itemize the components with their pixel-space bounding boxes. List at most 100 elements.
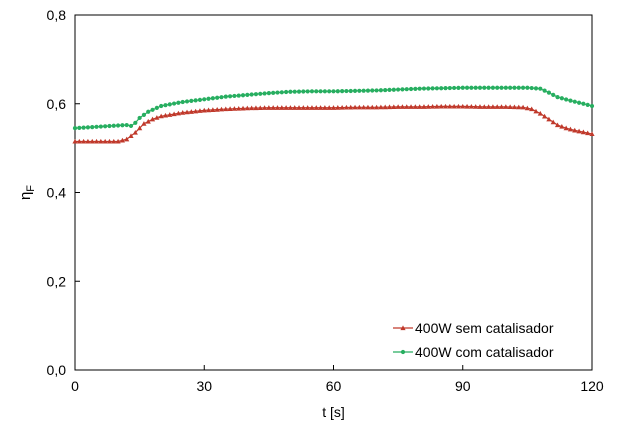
data-point: [261, 105, 268, 110]
data-point: [72, 126, 78, 131]
data-point: [327, 89, 332, 94]
series-sem-catalisador: [72, 103, 595, 144]
data-point: [188, 109, 194, 114]
data-point: [576, 128, 582, 134]
data-point: [330, 105, 337, 110]
data-point: [551, 92, 556, 97]
data-point: [533, 86, 539, 91]
data-point: [356, 104, 362, 110]
data-point: [443, 86, 448, 91]
data-point: [167, 102, 172, 107]
data-point: [400, 87, 405, 92]
data-point: [439, 86, 444, 91]
data-point: [421, 104, 427, 109]
data-point: [137, 125, 143, 131]
data-point: [426, 86, 431, 91]
data-point: [98, 138, 104, 144]
y-tick-label: 0,6: [47, 96, 67, 112]
data-point: [481, 104, 487, 109]
data-point: [218, 106, 225, 112]
data-point: [77, 125, 82, 130]
data-point: [486, 85, 491, 90]
data-point: [335, 105, 341, 110]
data-point: [387, 87, 392, 93]
data-point: [106, 138, 113, 144]
data-point: [585, 102, 590, 107]
data-point: [137, 115, 142, 121]
data-point: [464, 85, 470, 90]
data-point: [296, 89, 302, 94]
data-point: [490, 104, 496, 109]
data-point: [300, 105, 306, 110]
data-point: [244, 105, 250, 111]
data-point: [180, 110, 186, 115]
x-tick-label: 120: [580, 378, 604, 394]
data-point: [559, 96, 564, 101]
data-point: [429, 103, 436, 109]
data-point: [158, 113, 164, 119]
data-point: [270, 105, 276, 110]
data-point: [455, 103, 462, 109]
legend: 400W sem catalisador 400W com catalisador: [393, 320, 554, 360]
data-point: [499, 85, 504, 90]
legend-entry: 400W com catalisador: [393, 344, 554, 360]
data-point: [529, 106, 535, 112]
data-point: [103, 124, 108, 129]
data-point: [322, 105, 328, 110]
data-point: [495, 85, 500, 90]
data-point: [408, 104, 414, 109]
data-point: [370, 88, 375, 93]
data-point: [193, 108, 199, 114]
data-point: [76, 138, 82, 144]
data-point: [205, 107, 212, 113]
data-point: [550, 119, 556, 125]
data-point: [124, 122, 129, 128]
data-point: [128, 123, 134, 129]
data-point: [382, 104, 388, 110]
y-tick-label: 0,0: [47, 362, 67, 378]
data-point: [253, 92, 259, 97]
data-point: [292, 105, 298, 110]
data-point: [361, 104, 367, 110]
data-point: [417, 86, 422, 91]
data-point: [111, 123, 116, 128]
data-point: [585, 130, 591, 136]
data-point: [477, 104, 483, 109]
data-point: [102, 138, 108, 144]
data-point: [124, 136, 130, 142]
data-point: [391, 104, 397, 110]
data-point: [490, 85, 496, 90]
data-point: [271, 90, 276, 95]
data-point: [279, 90, 284, 95]
data-point: [184, 109, 190, 115]
data-point: [452, 85, 457, 91]
data-point: [197, 97, 203, 102]
legend-label: 400W com catalisador: [415, 344, 554, 360]
data-point: [145, 118, 151, 124]
data-point: [468, 103, 474, 109]
data-point: [507, 104, 513, 110]
data-point: [189, 98, 194, 104]
data-point: [408, 86, 414, 92]
data-point: [576, 100, 582, 105]
data-point: [417, 104, 423, 109]
data-point: [460, 103, 466, 109]
data-point: [442, 103, 449, 109]
data-point: [430, 86, 435, 91]
data-point: [498, 104, 505, 109]
data-point: [150, 107, 155, 112]
y-tick-label: 0,8: [47, 7, 67, 23]
data-point: [447, 103, 453, 109]
data-point: [119, 137, 125, 143]
data-point: [89, 138, 95, 144]
data-point: [396, 87, 401, 92]
data-point: [167, 112, 173, 117]
data-point: [206, 96, 211, 101]
data-point: [128, 133, 134, 139]
series-com-catalisador: [72, 85, 595, 131]
data-point: [197, 108, 203, 113]
data-point: [292, 89, 297, 94]
data-point: [231, 106, 238, 111]
